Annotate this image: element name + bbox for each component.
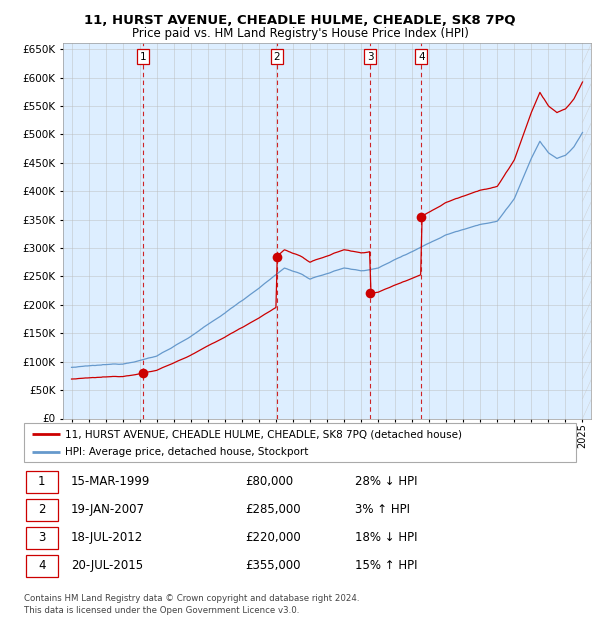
Text: 15-MAR-1999: 15-MAR-1999	[71, 476, 150, 488]
Text: £220,000: £220,000	[245, 531, 301, 544]
Text: Price paid vs. HM Land Registry's House Price Index (HPI): Price paid vs. HM Land Registry's House …	[131, 27, 469, 40]
Text: 11, HURST AVENUE, CHEADLE HULME, CHEADLE, SK8 7PQ (detached house): 11, HURST AVENUE, CHEADLE HULME, CHEADLE…	[65, 429, 463, 439]
Text: 2: 2	[38, 503, 46, 516]
Text: 11, HURST AVENUE, CHEADLE HULME, CHEADLE, SK8 7PQ: 11, HURST AVENUE, CHEADLE HULME, CHEADLE…	[84, 14, 516, 27]
Text: 19-JAN-2007: 19-JAN-2007	[71, 503, 145, 516]
Text: 1: 1	[38, 476, 46, 488]
Text: 4: 4	[38, 559, 46, 572]
Text: £285,000: £285,000	[245, 503, 301, 516]
Text: HPI: Average price, detached house, Stockport: HPI: Average price, detached house, Stoc…	[65, 447, 309, 458]
Text: This data is licensed under the Open Government Licence v3.0.: This data is licensed under the Open Gov…	[24, 606, 299, 616]
Text: 3: 3	[367, 51, 374, 61]
FancyBboxPatch shape	[26, 471, 58, 493]
Text: £355,000: £355,000	[245, 559, 301, 572]
FancyBboxPatch shape	[26, 555, 58, 577]
Text: 18% ↓ HPI: 18% ↓ HPI	[355, 531, 418, 544]
Text: 20-JUL-2015: 20-JUL-2015	[71, 559, 143, 572]
Text: 3% ↑ HPI: 3% ↑ HPI	[355, 503, 410, 516]
Text: 4: 4	[418, 51, 425, 61]
FancyBboxPatch shape	[24, 423, 576, 462]
FancyBboxPatch shape	[26, 527, 58, 549]
Text: 18-JUL-2012: 18-JUL-2012	[71, 531, 143, 544]
Text: 3: 3	[38, 531, 46, 544]
Text: £80,000: £80,000	[245, 476, 293, 488]
Text: Contains HM Land Registry data © Crown copyright and database right 2024.: Contains HM Land Registry data © Crown c…	[24, 594, 359, 603]
FancyBboxPatch shape	[26, 499, 58, 521]
Text: 15% ↑ HPI: 15% ↑ HPI	[355, 559, 418, 572]
Text: 2: 2	[274, 51, 280, 61]
Text: 28% ↓ HPI: 28% ↓ HPI	[355, 476, 418, 488]
Text: 1: 1	[140, 51, 146, 61]
